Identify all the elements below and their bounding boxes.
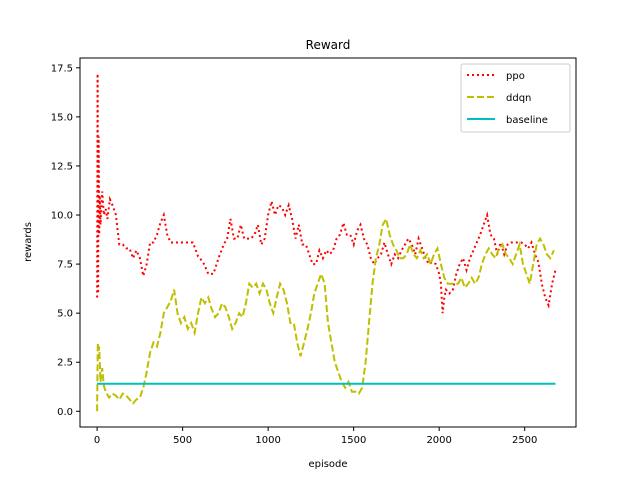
chart-title: Reward <box>306 38 351 52</box>
x-axis-ticks: 0 500 1000 1500 2000 2500 <box>94 427 537 446</box>
x-tick-label: 500 <box>173 435 192 446</box>
series-line-ddqn <box>96 216 555 412</box>
y-axis-label: rewards <box>23 222 34 262</box>
y-tick-label: 2.5 <box>57 358 73 369</box>
series-line-ppo <box>96 73 557 314</box>
x-tick-label: 1500 <box>341 435 366 446</box>
y-tick-label: 17.5 <box>51 63 73 74</box>
series-layer <box>96 73 557 412</box>
y-tick-label: 7.5 <box>57 260 73 271</box>
y-tick-label: 0.0 <box>57 407 73 418</box>
legend: ppo ddqn baseline <box>460 63 571 133</box>
y-tick-label: 5.0 <box>57 309 73 320</box>
legend-box <box>460 63 571 133</box>
x-axis-label: episode <box>308 459 347 470</box>
x-tick-label: 0 <box>94 435 100 446</box>
x-tick-label: 1000 <box>255 435 280 446</box>
y-tick-label: 15.0 <box>51 112 73 123</box>
legend-label-ddqn: ddqn <box>506 93 531 104</box>
x-tick-label: 2500 <box>512 435 537 446</box>
plot-area-frame <box>79 57 577 428</box>
y-tick-label: 12.5 <box>51 161 73 172</box>
legend-label-ppo: ppo <box>506 71 525 82</box>
x-tick-label: 2000 <box>426 435 451 446</box>
legend-label-baseline: baseline <box>506 115 548 126</box>
y-axis-ticks: 0.0 2.5 5.0 7.5 10.0 12.5 15.0 17.5 <box>51 63 80 418</box>
y-tick-label: 10.0 <box>51 211 73 222</box>
